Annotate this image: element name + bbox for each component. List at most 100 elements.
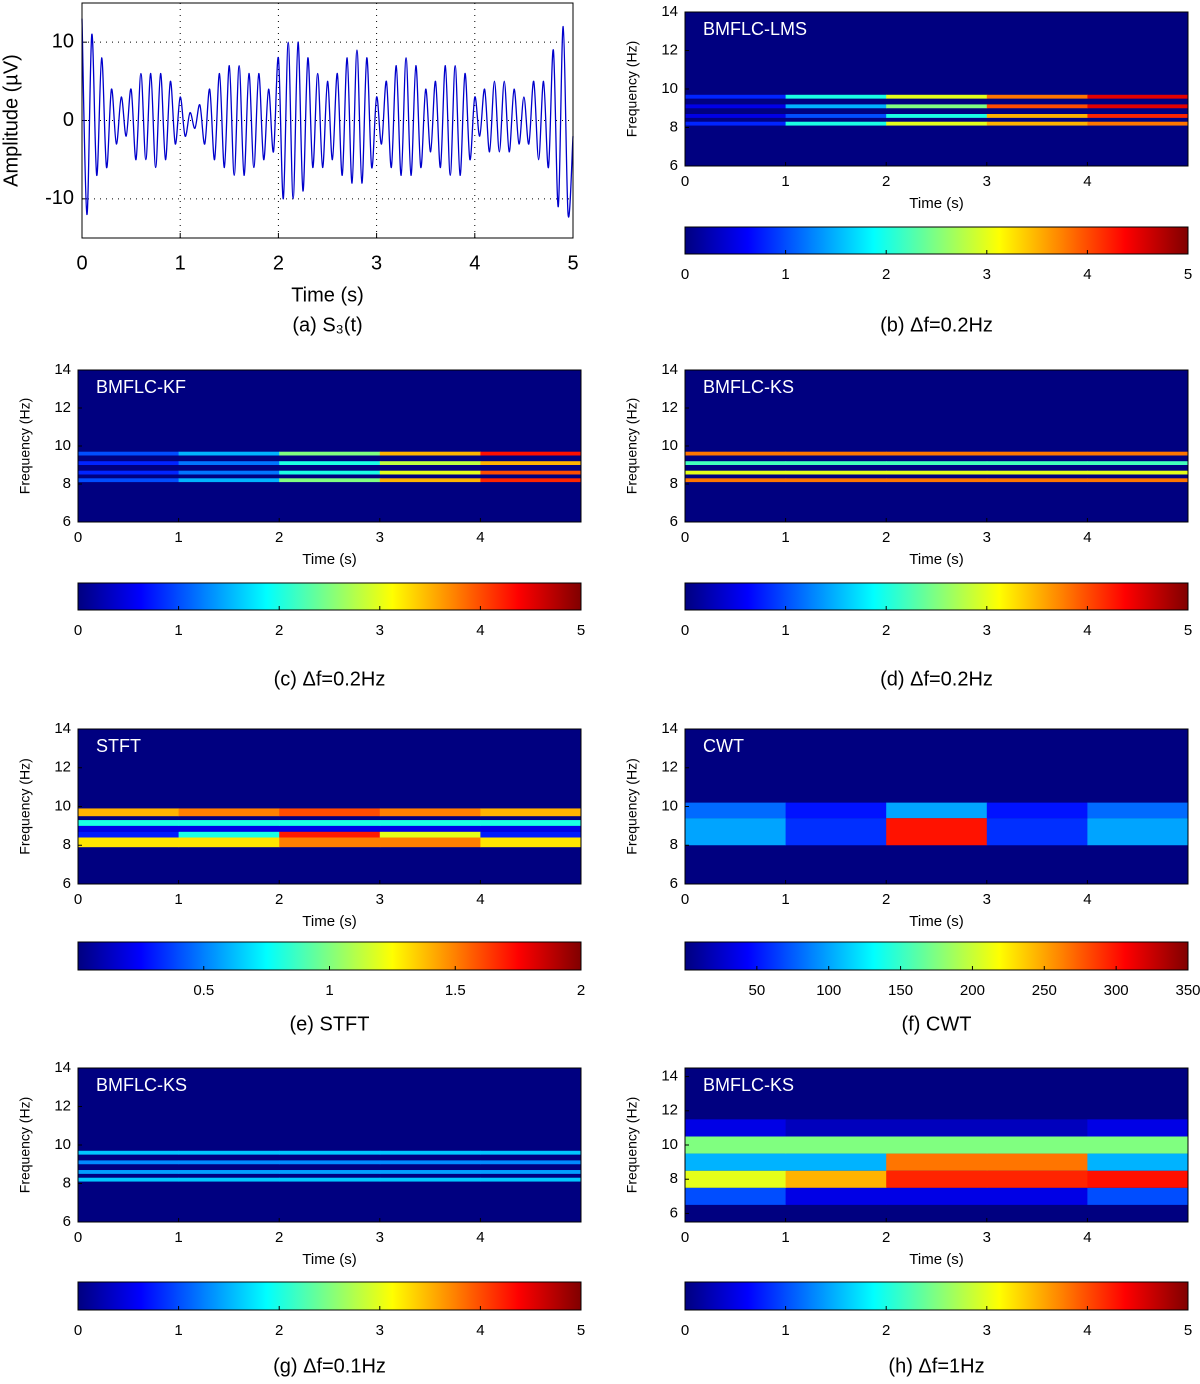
- heatmap-cells: [685, 1119, 1188, 1205]
- heatmap-cell: [685, 1187, 787, 1205]
- heatmap-cell: [480, 478, 581, 483]
- heatmap-cells: [78, 1150, 581, 1182]
- heatmap-cell: [480, 825, 581, 832]
- heatmap-cell: [986, 461, 1088, 465]
- y-tick-label: 14: [661, 361, 678, 378]
- heatmap-cell: [986, 470, 1088, 475]
- x-axis-label: Time (s): [302, 551, 356, 568]
- heatmap-cell: [986, 114, 1088, 118]
- heatmap-cell: [886, 461, 988, 465]
- heatmap-cell: [178, 451, 280, 456]
- x-tick-label: 1: [175, 252, 186, 274]
- heatmap-cell: [379, 1170, 481, 1174]
- y-axis-label: Frequency (Hz): [17, 398, 33, 494]
- heatmap-cell: [178, 1150, 280, 1155]
- colorbar-tick-label: 2: [882, 1322, 890, 1339]
- x-tick-label: 2: [275, 1229, 283, 1246]
- x-tick-label: 2: [273, 252, 284, 274]
- x-tick-label: 1: [174, 529, 182, 546]
- heatmap-cell: [785, 1187, 887, 1205]
- heatmap-cell: [685, 478, 787, 483]
- heatmap-cell: [1087, 1119, 1188, 1137]
- heatmap-cell: [785, 478, 887, 483]
- heatmap-cell: [379, 825, 481, 832]
- heatmap-cell: [785, 1170, 887, 1188]
- colorbar-tick-label: 4: [1083, 1322, 1091, 1339]
- heatmap-cell: [986, 104, 1088, 109]
- colorbar-tick-label: 5: [1184, 622, 1192, 639]
- heatmap-cell: [279, 825, 381, 832]
- y-tick-label: 8: [670, 118, 678, 135]
- y-tick-label: 14: [661, 1068, 678, 1085]
- heatmap-cell: [279, 1160, 381, 1165]
- colorbar-tick-label: 2: [882, 622, 890, 639]
- x-tick-label: 3: [376, 529, 384, 546]
- heatmap-cell: [379, 470, 481, 475]
- heatmap-cells: [685, 802, 1188, 846]
- x-tick-label: 1: [781, 529, 789, 546]
- heatmap-cell: [986, 802, 1088, 819]
- colorbar-tick-label: 250: [1032, 982, 1057, 999]
- heatmap-cell: [78, 451, 180, 456]
- caption: (c) Δf=0.2Hz: [274, 668, 386, 690]
- heatmap-cell: [986, 1153, 1088, 1171]
- x-tick-label: 4: [476, 1229, 484, 1246]
- heatmap-cell: [279, 461, 381, 465]
- y-tick-label: 10: [661, 1136, 678, 1153]
- colorbar-tick-label: 1: [174, 1322, 182, 1339]
- heatmap-cell: [886, 470, 988, 475]
- heatmap-cell: [279, 831, 381, 838]
- y-axis-label: Frequency (Hz): [624, 41, 640, 137]
- x-tick-label: 0: [74, 891, 82, 908]
- heatmap-cell: [178, 820, 280, 826]
- heatmap-cell: [685, 818, 787, 846]
- x-tick-label: 4: [1083, 529, 1091, 546]
- colorbar-tick-label: 5: [1184, 1322, 1192, 1339]
- heatmap-background: [78, 370, 581, 522]
- colorbar: [77, 941, 582, 971]
- heatmap-cell: [1087, 104, 1188, 109]
- heatmap-cell: [78, 1177, 180, 1182]
- heatmap-cell: [986, 1170, 1088, 1188]
- colorbar-tick-label: 150: [888, 982, 913, 999]
- colorbar-tick-label: 300: [1104, 982, 1129, 999]
- heatmap-cell: [986, 818, 1088, 846]
- heatmap-cell: [886, 1153, 988, 1171]
- heatmap-cell: [379, 478, 481, 483]
- heatmap-cell: [886, 478, 988, 483]
- colorbar-tick-label: 4: [476, 622, 484, 639]
- x-tick-label: 3: [983, 891, 991, 908]
- heatmap-cell: [480, 1177, 581, 1182]
- heatmap-cell: [178, 1160, 280, 1165]
- heatmap-cell: [986, 121, 1088, 126]
- y-tick-label: 8: [670, 836, 678, 853]
- y-axis-label: Frequency (Hz): [17, 758, 33, 854]
- heatmap-cell: [1087, 478, 1188, 483]
- caption: (a) S₃(t): [292, 314, 362, 336]
- panel-label: BMFLC-KS: [703, 1075, 794, 1095]
- colorbar-tick-label: 0.5: [193, 982, 214, 999]
- heatmap-cell: [986, 1187, 1088, 1205]
- heatmap-cell: [178, 825, 280, 832]
- colorbar-tick-label: 5: [1184, 266, 1192, 283]
- x-tick-label: 0: [681, 891, 689, 908]
- heatmap-cell: [886, 818, 988, 846]
- heatmap-cell: [178, 808, 280, 817]
- panel-label: CWT: [703, 736, 744, 756]
- heatmap-cells: [78, 808, 581, 848]
- heatmap-cell: [480, 1170, 581, 1174]
- panel-label: BMFLC-KF: [96, 377, 186, 397]
- x-axis-label: Time (s): [909, 551, 963, 568]
- heatmap-cell: [480, 837, 581, 848]
- x-tick-label: 1: [781, 173, 789, 190]
- heatmap-cell: [480, 1150, 581, 1155]
- heatmap-cell: [480, 461, 581, 465]
- heatmap-cell: [1087, 1170, 1188, 1188]
- heatmap-cell: [986, 1119, 1088, 1137]
- heatmap-cell: [1087, 1153, 1188, 1171]
- y-tick-label: 6: [63, 1213, 71, 1230]
- colorbar-tick-label: 0: [681, 622, 689, 639]
- heatmap-cell: [685, 470, 787, 475]
- heatmap-cell: [1087, 1136, 1188, 1154]
- colorbar-tick-label: 1: [781, 266, 789, 283]
